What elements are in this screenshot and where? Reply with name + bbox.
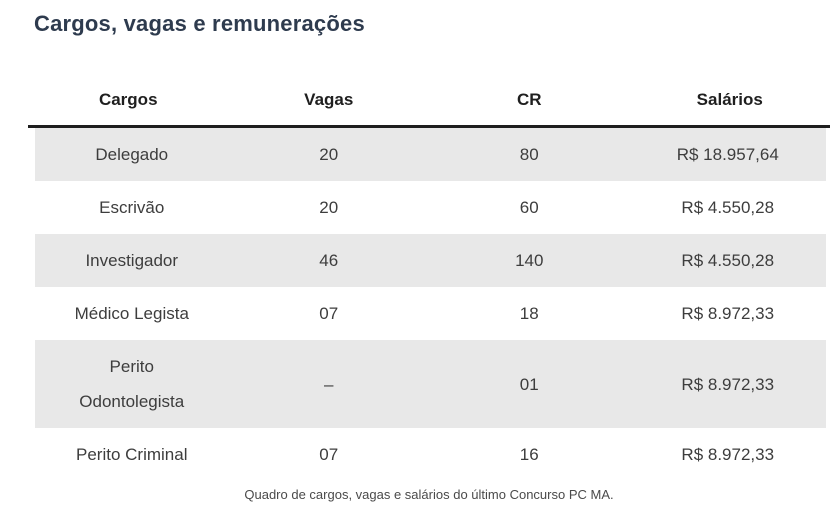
table-row: Perito Odontolegista – 01 R$ 8.972,33 [28,340,830,428]
cell-cr: 140 [429,234,630,287]
cell-salario: R$ 4.550,28 [629,234,831,287]
cell-vagas: 20 [319,198,339,217]
cell-cargo: Investigador [28,234,229,287]
cell-cr: 16 [519,445,539,464]
salary-table: Cargos Vagas CR Salários Delegado 20 80 … [28,84,830,481]
cell-salario: R$ 8.972,33 [681,445,775,464]
column-header-salarios: Salários [629,84,830,128]
column-header-cr: CR [429,84,630,128]
cell-salario: R$ 8.972,33 [629,340,831,428]
table-row: Perito Criminal 07 16 R$ 8.972,33 [28,428,830,481]
cell-cr: 01 [429,340,630,428]
cell-salario: R$ 8.972,33 [681,304,775,323]
cell-cr: 80 [429,128,630,181]
cell-vagas: 07 [319,445,339,464]
header-row: Cargos Vagas CR Salários [28,84,830,128]
cell-vagas: 20 [228,128,429,181]
table-row: Delegado 20 80 R$ 18.957,64 [28,128,830,181]
article-section: Cargos, vagas e remunerações Cargos Vaga… [28,11,830,503]
cell-cr: 60 [519,198,539,217]
cell-salario: R$ 18.957,64 [629,128,831,181]
table-row: Médico Legista 07 18 R$ 8.972,33 [28,287,830,340]
cell-vagas: 46 [228,234,429,287]
cell-vagas: – [228,340,429,428]
column-header-vagas: Vagas [228,84,429,128]
salary-table-container: Cargos Vagas CR Salários Delegado 20 80 … [28,84,830,503]
table-caption: Quadro de cargos, vagas e salários do úl… [244,487,614,502]
section-title: Cargos, vagas e remunerações [34,11,365,36]
cell-cargo: Escrivão [99,198,165,217]
table-row: Investigador 46 140 R$ 4.550,28 [28,234,830,287]
cell-cr: 18 [519,304,539,323]
cell-cargo: Delegado [28,128,229,181]
cell-cargo: Perito Odontolegista [28,340,229,428]
cell-cargo: Médico Legista [74,304,189,323]
cell-cargo: Perito Criminal [76,445,188,464]
table-row: Escrivão 20 60 R$ 4.550,28 [28,181,830,234]
cell-vagas: 07 [319,304,339,323]
cell-salario: R$ 4.550,28 [681,198,775,217]
column-header-cargos: Cargos [28,84,229,128]
